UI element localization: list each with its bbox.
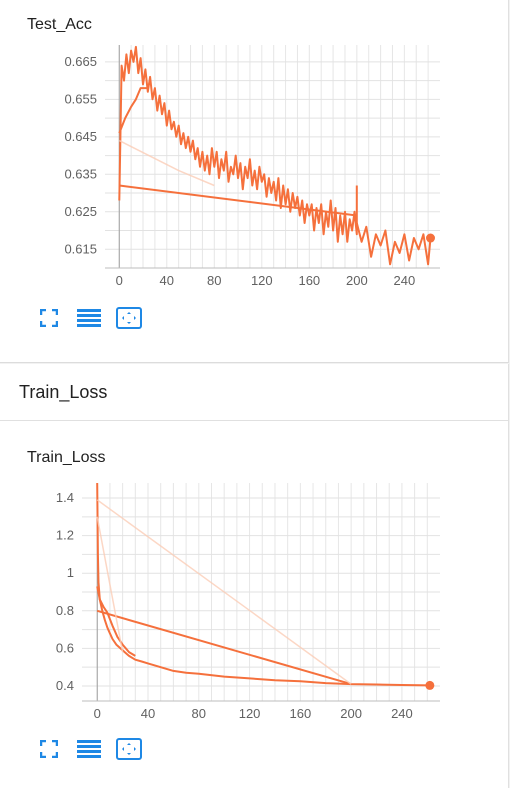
toggle-log-button[interactable] bbox=[76, 736, 102, 762]
fit-domain-icon bbox=[40, 740, 58, 758]
y-tick-label: 1.2 bbox=[56, 528, 74, 543]
series-line-5 bbox=[118, 139, 215, 187]
x-tick-label: 0 bbox=[94, 706, 101, 721]
series-line-3 bbox=[355, 222, 432, 266]
test-acc-card: Test_Acc 0 40 80 120 160 200 240 0.615 0.625 0.63… bbox=[0, 0, 509, 363]
expand-button[interactable] bbox=[116, 305, 142, 331]
fit-domain-button[interactable] bbox=[36, 305, 62, 331]
chart-title: Test_Acc bbox=[27, 16, 92, 33]
y-tick-label: 0.8 bbox=[56, 603, 74, 618]
series-line-2 bbox=[118, 87, 148, 134]
series-line-5 bbox=[96, 516, 124, 653]
test-acc-chart[interactable]: 0 40 80 120 160 200 240 0.615 0.625 0.635 0.645 0.6… bbox=[0, 40, 440, 310]
fit-domain-icon bbox=[40, 309, 58, 327]
y-tick-label: 1 bbox=[67, 565, 74, 580]
chart-toolbar bbox=[36, 736, 156, 762]
toggle-log-icon bbox=[77, 309, 101, 327]
x-tick-label: 240 bbox=[394, 273, 416, 288]
series-line-1 bbox=[96, 482, 430, 687]
chart-toolbar bbox=[36, 305, 156, 331]
expand-icon bbox=[116, 738, 142, 760]
x-tick-label: 200 bbox=[340, 706, 362, 721]
series-end-marker bbox=[425, 680, 435, 690]
train-loss-chart[interactable]: 0 40 80 120 160 200 240 0.4 0.6 0.8 1 1.2 1.4 bbox=[0, 471, 440, 741]
y-tick-label: 0.655 bbox=[64, 91, 97, 106]
toggle-log-button[interactable] bbox=[76, 305, 102, 331]
x-tick-label: 0 bbox=[116, 273, 123, 288]
series-line-1 bbox=[118, 45, 358, 243]
y-tick-label: 0.665 bbox=[64, 54, 97, 69]
y-tick-label: 0.6 bbox=[56, 640, 74, 655]
toggle-log-icon bbox=[77, 740, 101, 758]
series-line-3 bbox=[96, 609, 352, 686]
section-title: Train_Loss bbox=[19, 382, 108, 402]
x-tick-label: 40 bbox=[160, 273, 174, 288]
x-tick-label: 160 bbox=[298, 273, 320, 288]
y-tick-label: 0.635 bbox=[64, 166, 97, 181]
chart-title: Train_Loss bbox=[27, 449, 106, 466]
x-tick-label: 80 bbox=[192, 706, 206, 721]
x-tick-label: 120 bbox=[239, 706, 261, 721]
fit-domain-button[interactable] bbox=[36, 736, 62, 762]
x-tick-label: 120 bbox=[251, 273, 273, 288]
y-tick-label: 1.4 bbox=[56, 490, 74, 505]
series-line-2 bbox=[96, 586, 136, 657]
y-tick-label: 0.615 bbox=[64, 241, 97, 256]
y-tick-label: 0.625 bbox=[64, 204, 97, 219]
series-end-marker bbox=[425, 233, 435, 243]
train-loss-section-header[interactable]: Train_Loss bbox=[0, 364, 509, 421]
x-tick-label: 40 bbox=[141, 706, 155, 721]
expand-button[interactable] bbox=[116, 736, 142, 762]
x-tick-label: 200 bbox=[346, 273, 368, 288]
series-line-4 bbox=[96, 499, 352, 685]
x-tick-label: 80 bbox=[207, 273, 221, 288]
train-loss-card: Train_Loss 0 40 80 120 160 200 240 0.4 0.6 0.8 1 1.… bbox=[0, 421, 509, 788]
x-tick-label: 240 bbox=[391, 706, 413, 721]
series-line-4 bbox=[119, 184, 357, 217]
y-tick-label: 0.645 bbox=[64, 129, 97, 144]
expand-icon bbox=[116, 307, 142, 329]
x-tick-label: 160 bbox=[290, 706, 312, 721]
y-tick-label: 0.4 bbox=[56, 678, 74, 693]
